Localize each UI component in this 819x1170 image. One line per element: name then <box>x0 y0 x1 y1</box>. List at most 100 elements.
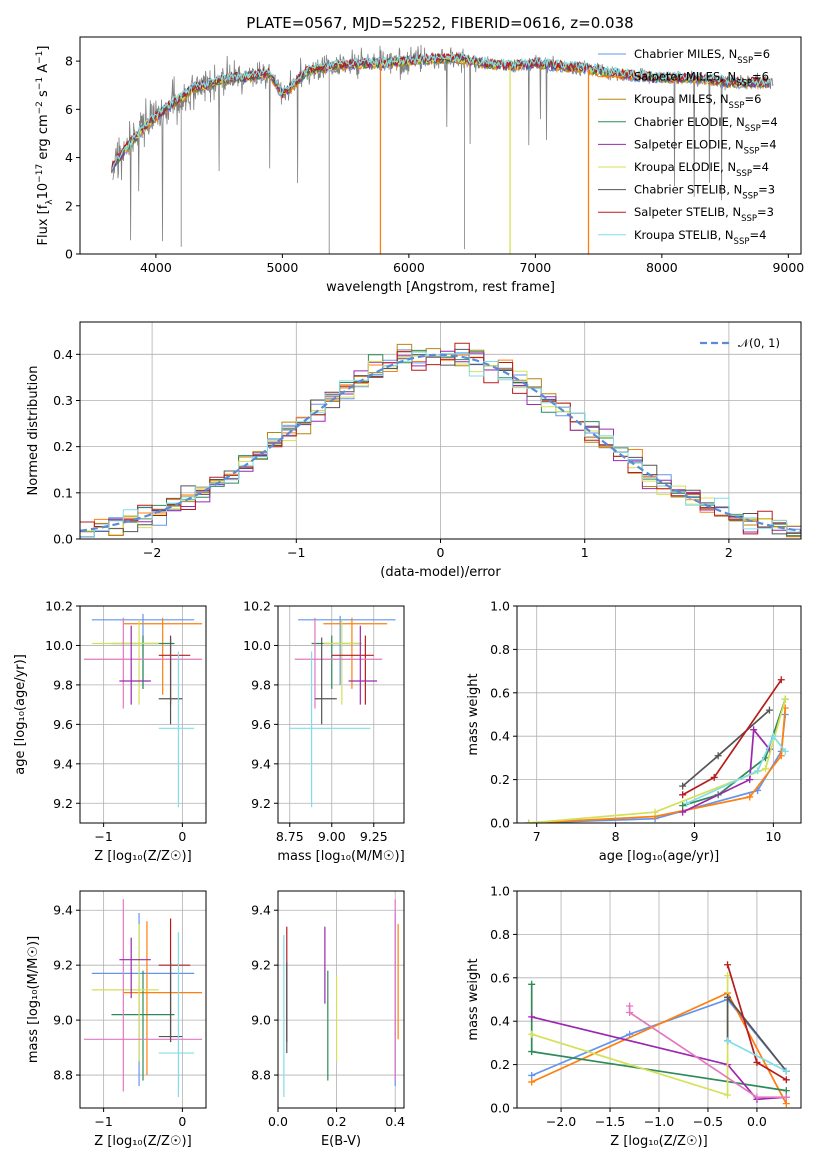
weight-line-3 <box>531 1016 787 1101</box>
weight-marker <box>782 1100 790 1108</box>
x-tick-label: 9000 <box>772 260 804 275</box>
normal-curve-line <box>80 353 801 532</box>
y-axis-label: Normed distribution <box>26 366 41 496</box>
weight-line-7 <box>686 734 786 805</box>
y-tick-label: 0.0 <box>490 1101 510 1116</box>
plot-area <box>83 899 203 1098</box>
errorbar-point-0 <box>298 615 396 685</box>
y-tick-label: 1.0 <box>490 599 510 614</box>
x-tick-label: −0.5 <box>693 1114 723 1129</box>
x-tick-label: 6000 <box>393 260 425 275</box>
weight-line-1 <box>528 707 787 823</box>
y-tick-label: 0.6 <box>490 970 510 985</box>
y-tick-label: 9.4 <box>53 756 73 771</box>
y-tick-label: 9.2 <box>53 958 73 973</box>
errorbar-point-7 <box>314 637 337 725</box>
weight-marker <box>781 747 789 755</box>
weight-marker <box>746 793 754 801</box>
axes-frame <box>79 321 802 540</box>
weight-marker <box>777 676 785 684</box>
plot-area <box>111 44 774 254</box>
panel-mass_vs_Z: −1 0 8.8 9.0 9.2 9.4 Z [log₁₀(Z/Z☉)] mass [log₁… <box>26 890 207 1149</box>
y-tick-label: 10.0 <box>45 638 73 653</box>
legend-entry: Chabrier MILES, NSSP=6 <box>634 47 770 66</box>
x-axis-label: (data-model)/error <box>380 565 501 580</box>
y-tick-label: 9.0 <box>53 1013 73 1028</box>
weight-marker <box>528 1048 536 1056</box>
panel-residuals: −2 −1 0 1 2 0.0 0.1 0.2 0.3 0.4 (data-model)/error… <box>26 321 802 580</box>
weight-line-7 <box>727 1039 787 1072</box>
panel-age_vs_mass: 8.75 9.00 9.25 9.2 9.4 9.6 9.8 10.0 10.2 mass [lo… <box>243 599 405 865</box>
weight-marker <box>626 1009 634 1017</box>
y-axis-label: mass weight <box>466 958 481 1040</box>
x-tick-label: −1 <box>94 829 112 844</box>
errorbar-point-2 <box>111 970 175 1081</box>
plot-area <box>289 615 396 808</box>
x-tick-label: −1 <box>287 545 305 560</box>
weight-marker <box>724 972 732 980</box>
weight-marker <box>782 1067 790 1075</box>
x-tick-label: 0.2 <box>327 1114 347 1129</box>
y-tick-label: 1.0 <box>490 884 510 899</box>
errorbar-point-1 <box>323 617 388 689</box>
weight-marker <box>724 1091 732 1099</box>
errorbar-point-8 <box>289 651 371 808</box>
weight-marker <box>651 808 659 816</box>
x-axis-label: E(B-V) <box>321 1134 361 1149</box>
x-tick-label: 2 <box>725 545 733 560</box>
x-tick-label: 8000 <box>646 260 678 275</box>
errorbar-point-1 <box>123 617 203 695</box>
weight-marker <box>528 1071 536 1079</box>
weight-marker <box>765 706 773 714</box>
errorbar-point-3 <box>91 923 159 1062</box>
x-tick-label: −1.0 <box>644 1114 674 1129</box>
weight-marker <box>753 1093 761 1101</box>
panel-weight_vs_age: 7 8 9 10 0.0 0.2 0.4 0.6 0.8 1.0 age [log₁₀(age/yr… <box>466 599 802 864</box>
y-tick-label: 10.2 <box>45 599 73 614</box>
errorbar-point-4 <box>331 635 374 705</box>
legend-entry: Chabrier ELODIE, NSSP=4 <box>634 115 778 134</box>
weight-marker <box>714 752 722 760</box>
weight-line-2 <box>682 699 787 807</box>
weight-marker <box>679 808 687 816</box>
x-axis-label: wavelength [Angstrom, rest frame] <box>326 280 555 295</box>
weight-marker <box>724 993 732 1001</box>
y-tick-label: 0.8 <box>490 927 510 942</box>
y-tick-label: 8.8 <box>53 1068 73 1083</box>
y-tick-label: 9.4 <box>251 903 271 918</box>
y-tick-label: 0.4 <box>490 729 510 744</box>
errorbar-point-5 <box>83 617 203 709</box>
legend-entry: Salpeter MILES, NSSP=6 <box>634 70 769 89</box>
x-tick-label: 9.25 <box>360 829 388 844</box>
y-tick-label: 0.8 <box>490 642 510 657</box>
errorbar-point-4 <box>158 635 191 705</box>
y-axis-label: Flux [fλ10−17 erg cm−2 s−1 A−1] <box>35 46 55 246</box>
weight-line-5 <box>682 709 770 787</box>
y-tick-label: 9.2 <box>53 796 73 811</box>
legend-entry: Kroupa STELIB, NSSP=4 <box>634 228 766 247</box>
axes-frame <box>516 890 802 1109</box>
panel-mass_vs_ebv: 0.0 0.2 0.4 8.8 9.0 9.2 9.4 E(B-V) <box>251 890 405 1149</box>
errorbar-point-8 <box>158 651 195 808</box>
y-tick-label: 9.6 <box>251 717 271 732</box>
x-tick-label: −2 <box>143 545 161 560</box>
y-tick-label: 9.4 <box>251 756 271 771</box>
legend-entry: Kroupa MILES, NSSP=6 <box>634 92 761 111</box>
x-tick-label: 0.0 <box>747 1114 767 1129</box>
y-tick-label: 6 <box>65 102 73 117</box>
axes-frame <box>79 605 207 824</box>
panel-weight_vs_Z: −2.0 −1.5 −1.0 −0.5 0.0 0.0 0.2 0.4 0.6 0.8 1.0 Z [… <box>466 884 802 1149</box>
y-tick-label: 10.2 <box>243 599 271 614</box>
x-tick-label: 1 <box>581 545 589 560</box>
y-tick-label: 9.8 <box>53 677 73 692</box>
weight-marker <box>525 819 533 823</box>
errorbar-point-5 <box>294 617 383 709</box>
plot-area <box>528 961 790 1108</box>
x-tick-label: 9 <box>691 829 699 844</box>
weight-line-4 <box>528 699 787 823</box>
x-tick-label: −1.5 <box>595 1114 625 1129</box>
weight-marker <box>683 799 691 807</box>
errorbar-point-1 <box>123 921 203 1076</box>
weight-marker <box>782 1076 790 1084</box>
y-tick-label: 9.0 <box>251 1013 271 1028</box>
